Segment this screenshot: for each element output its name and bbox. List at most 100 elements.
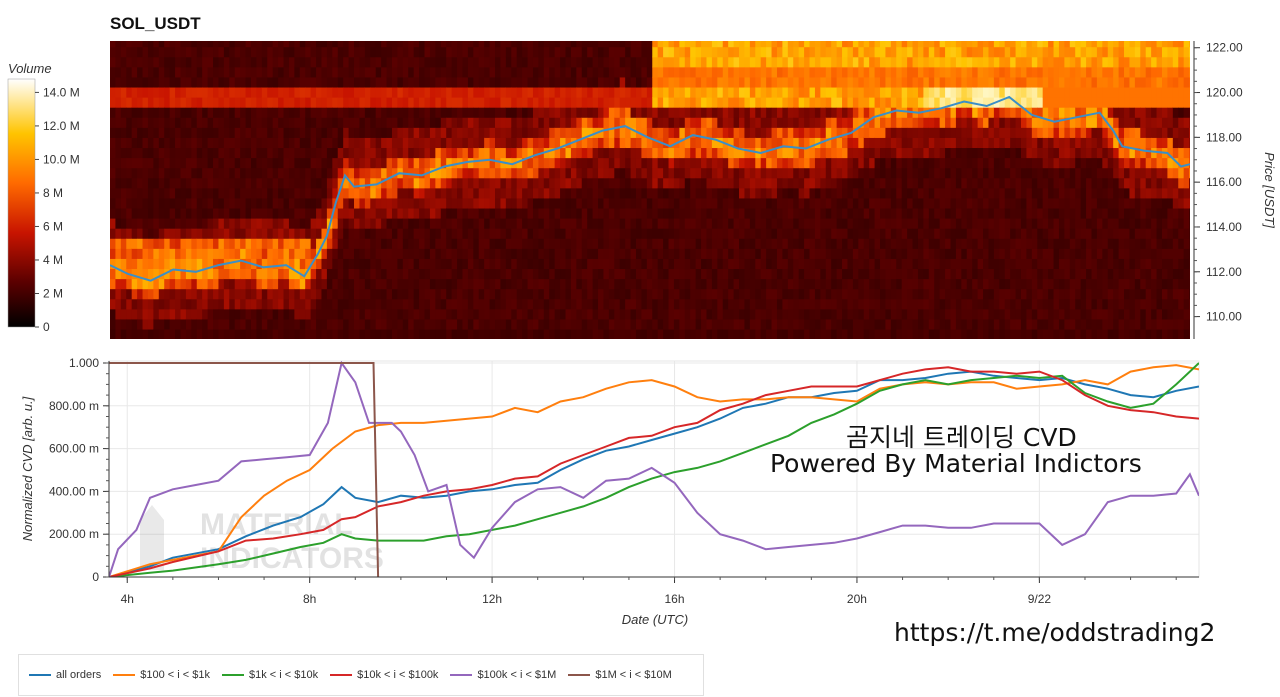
heatmap-cell: [945, 218, 952, 229]
heatmap-cell: [652, 117, 659, 128]
heatmap-cell: [256, 97, 263, 108]
heatmap-cell: [945, 278, 952, 290]
heatmap-cell: [532, 187, 539, 199]
heatmap-cell: [164, 268, 171, 280]
heatmap-cell: [408, 278, 415, 290]
heatmap-cell: [142, 41, 149, 48]
heatmap-cell: [776, 117, 784, 128]
heatmap-cell: [299, 207, 306, 219]
heatmap-cell: [180, 46, 187, 58]
heatmap-cell: [223, 97, 230, 108]
heatmap-cell: [115, 298, 122, 310]
heatmap-cell: [977, 187, 984, 199]
heatmap-cell: [120, 117, 127, 128]
heatmap-cell: [977, 147, 984, 159]
heatmap-cell: [993, 56, 1000, 68]
heatmap-cell: [880, 86, 887, 98]
heatmap-cell: [310, 207, 317, 219]
heatmap-cell: [728, 46, 735, 58]
heatmap-cell: [131, 97, 138, 108]
heatmap-cell: [972, 258, 979, 270]
heatmap-cell: [771, 197, 778, 209]
heatmap-cell: [917, 187, 924, 199]
heatmap-cell: [500, 167, 507, 179]
heatmap-cell: [261, 127, 268, 138]
heatmap-cell: [880, 107, 887, 118]
heatmap-cell: [522, 107, 529, 118]
heatmap-cell: [337, 97, 344, 108]
heatmap-cell: [364, 46, 371, 58]
heatmap-cell: [462, 298, 469, 310]
heatmap-cell: [760, 107, 767, 118]
heatmap-cell: [912, 228, 919, 239]
heatmap-cell: [793, 157, 800, 169]
heatmap-cell: [305, 167, 312, 179]
heatmap-cell: [581, 258, 588, 270]
heatmap-cell: [820, 177, 827, 189]
heatmap-cell: [288, 258, 295, 270]
heatmap-cell: [538, 218, 545, 229]
heatmap-cell: [381, 41, 388, 48]
heatmap-cell: [923, 238, 930, 249]
heatmap-cell: [646, 86, 653, 98]
heatmap-cell: [457, 107, 464, 118]
heatmap-cell: [424, 238, 431, 249]
heatmap-cell: [110, 197, 117, 209]
heatmap-cell: [798, 248, 805, 259]
heatmap-cell: [928, 248, 935, 259]
heatmap-cell: [473, 187, 480, 199]
heatmap-cell: [473, 46, 480, 58]
heatmap-cell: [852, 157, 859, 169]
heatmap-cell: [213, 147, 220, 159]
heatmap-cell: [413, 97, 420, 108]
heatmap-cell: [934, 177, 941, 189]
heatmap-cell: [299, 137, 306, 149]
heatmap-cell: [272, 117, 279, 128]
heatmap-cell: [240, 238, 247, 249]
heatmap-cell: [164, 318, 171, 330]
heatmap-cell: [1004, 308, 1011, 320]
heatmap-cell: [955, 207, 962, 219]
heatmap-cell: [278, 147, 285, 159]
heatmap-cell: [869, 46, 876, 58]
heatmap-cell: [668, 66, 675, 78]
heatmap-cell: [863, 76, 870, 88]
heatmap-cell: [787, 278, 794, 290]
heatmap-cell: [739, 298, 746, 310]
heatmap-cell: [684, 278, 691, 290]
heatmap-cell: [386, 46, 393, 58]
heatmap-cell: [657, 268, 664, 280]
heatmap-cell: [928, 328, 935, 339]
heatmap-cell: [191, 147, 198, 159]
heatmap-cell: [202, 298, 209, 310]
heatmap-cell: [451, 127, 458, 138]
heatmap-cell: [343, 228, 350, 239]
heatmap-cell: [419, 197, 426, 209]
heatmap-cell: [782, 318, 789, 330]
heatmap-cell: [267, 167, 274, 179]
heatmap-cell: [261, 318, 268, 330]
heatmap-cell: [256, 147, 263, 159]
heatmap-cell: [711, 288, 718, 300]
heatmap-cell: [793, 298, 800, 310]
heatmap-cell: [218, 238, 225, 249]
heatmap-cell: [337, 66, 344, 78]
heatmap-cell: [695, 258, 702, 270]
heatmap-cell: [169, 157, 176, 169]
heatmap-cell: [446, 56, 453, 68]
heatmap-cell: [663, 177, 670, 189]
heatmap-cell: [147, 207, 154, 219]
heatmap-cell: [673, 147, 680, 159]
heatmap-cell: [326, 56, 333, 68]
heatmap-cell: [999, 137, 1006, 149]
heatmap-cell: [375, 56, 382, 68]
heatmap-cell: [695, 238, 702, 249]
heatmap-cell: [218, 298, 225, 310]
heatmap-cell: [278, 207, 285, 219]
heatmap-cell: [256, 258, 263, 270]
heatmap-cell: [711, 127, 718, 138]
heatmap-cell: [945, 268, 952, 280]
heatmap-cell: [332, 278, 339, 290]
heatmap-cell: [771, 157, 778, 169]
heatmap-cell: [310, 177, 317, 189]
